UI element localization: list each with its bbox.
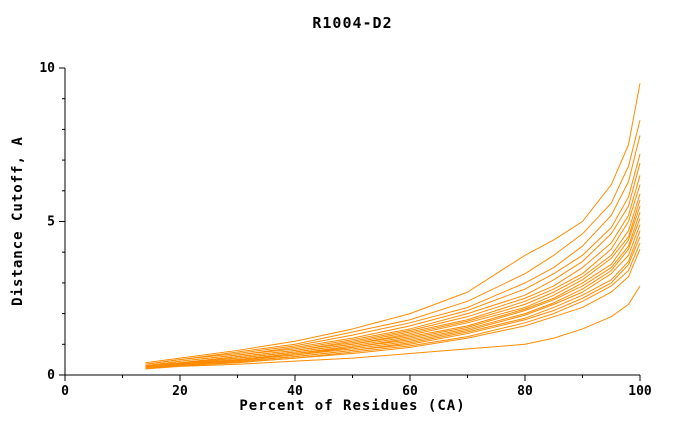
- chart-title: R1004-D2: [312, 14, 393, 32]
- x-axis-label: Percent of Residues (CA): [239, 398, 466, 414]
- series-line-model-16: [145, 242, 641, 369]
- x-tick-label: 20: [172, 384, 188, 399]
- series-line-model-17: [145, 248, 641, 370]
- y-tick-label: 10: [39, 61, 55, 76]
- y-tick-label: 5: [47, 215, 55, 230]
- x-tick-label: 100: [628, 384, 652, 399]
- series-line-model-12: [145, 218, 641, 368]
- series-line-model-02: [145, 120, 641, 365]
- series-line-model-09: [145, 199, 641, 367]
- series-line-model-13: [145, 224, 641, 368]
- series-line-model-18: [145, 285, 641, 370]
- x-tick-label: 60: [402, 384, 418, 399]
- series-line-model-03: [145, 135, 641, 365]
- series-line-model-01: [145, 83, 641, 364]
- x-tick-label: 0: [61, 384, 69, 399]
- series-line-model-05: [145, 163, 641, 367]
- series-line-model-15: [145, 236, 641, 369]
- series-line-model-11: [145, 212, 641, 368]
- x-tick-label: 80: [517, 384, 533, 399]
- series-line-model-07: [145, 184, 641, 367]
- x-tick-label: 40: [287, 384, 303, 399]
- y-tick-label: 0: [47, 368, 55, 383]
